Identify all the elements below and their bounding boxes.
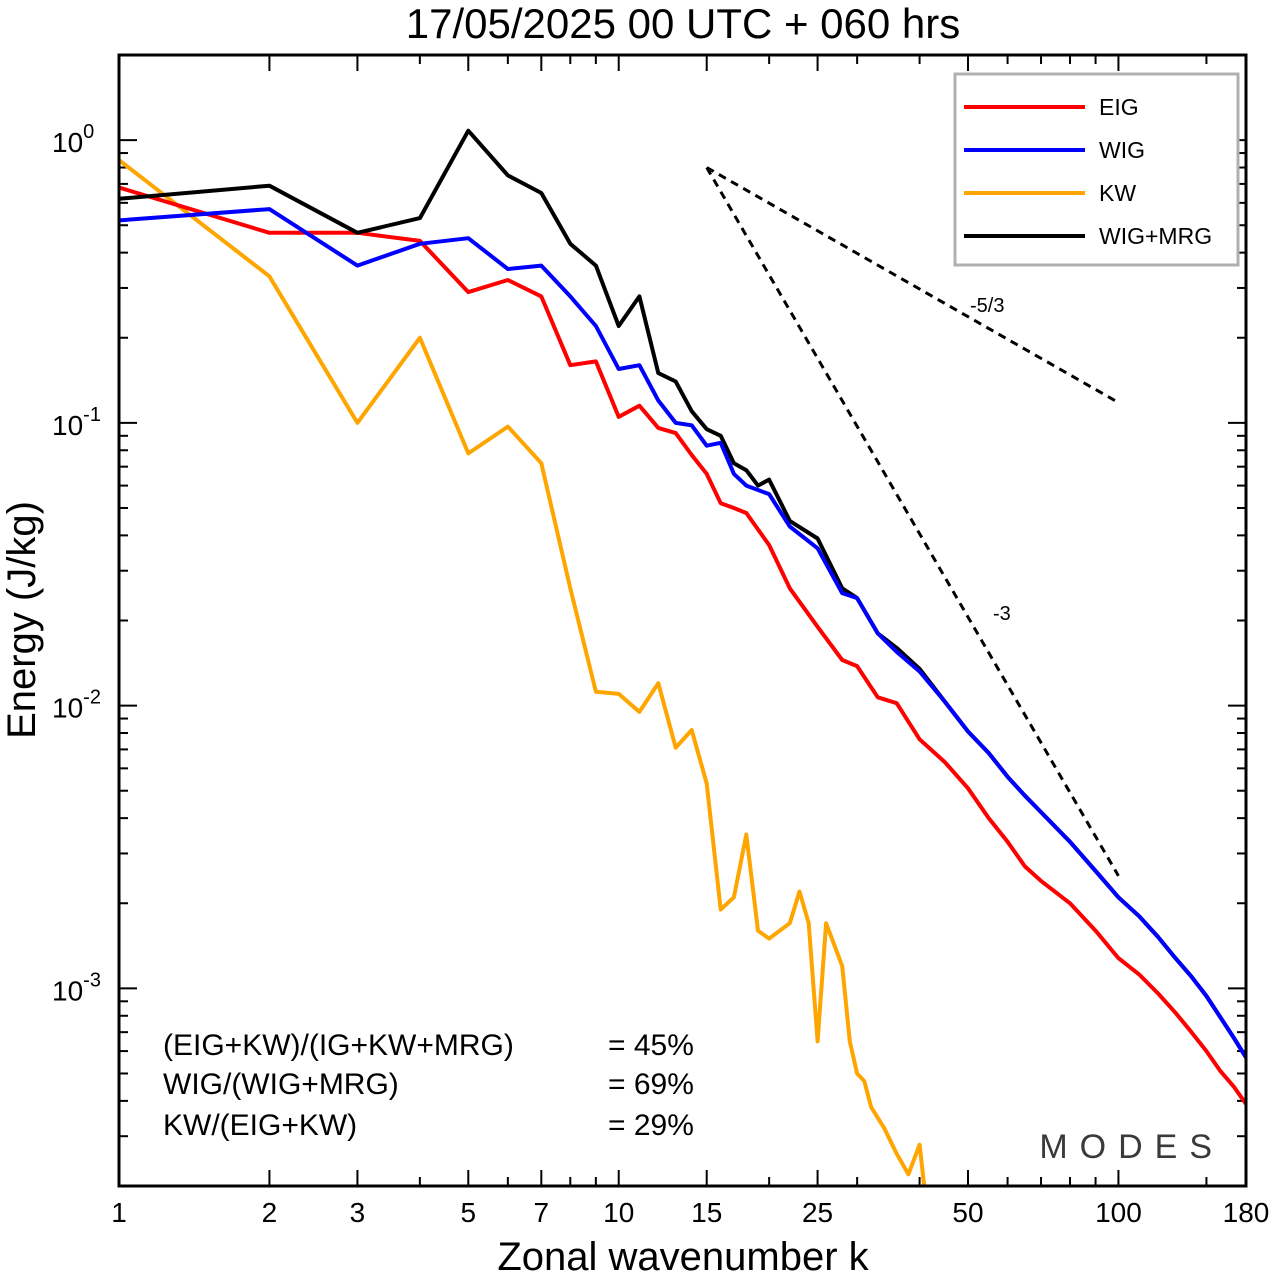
reference-slopes: -5/3 -3 [705,166,1120,877]
x-tick-label: 15 [691,1197,722,1228]
x-tick-label: 50 [952,1197,983,1228]
y-tick-label: 10-2 [52,687,101,724]
ratio-label-2: WIG/(WIG+MRG) [163,1068,399,1101]
x-axis-label: Zonal wavenumber k [497,1235,869,1279]
ratio-value-1: = 45% [608,1029,694,1062]
ratio-value-2: = 69% [608,1068,694,1101]
y-axis-label: Energy (J/kg) [0,501,44,739]
legend-label: KW [1099,180,1136,206]
legend-label: WIG [1099,137,1145,163]
legend: EIG WIG KW WIG+MRG [953,72,1240,267]
x-tick-label: 10 [603,1197,634,1228]
ratio-label-3: KW/(EIG+KW) [163,1109,357,1142]
chart-title: 17/05/2025 00 UTC + 060 hrs [406,0,961,47]
x-tick-label: 7 [534,1197,550,1228]
reference-slope-label: -5/3 [970,295,1004,317]
modes-logo: MODES [1039,1128,1224,1166]
x-tick-label: 5 [460,1197,476,1228]
series-line-wig [119,207,1246,1059]
x-tick-label: 1 [111,1197,127,1228]
ratio-value-3: = 29% [608,1109,694,1142]
series-line-kw [119,158,927,1186]
x-tick-label: 3 [350,1197,366,1228]
y-tick-label: 10-1 [52,404,101,441]
x-tick-labels: 1 2 3 5 7 10 15 25 50 100 180 [111,1197,1269,1228]
series-line-eig [119,185,1246,1106]
legend-label: EIG [1099,94,1139,120]
x-tick-label: 180 [1223,1197,1270,1228]
y-tick-label: 10-3 [52,969,101,1006]
ratio-label-1: (EIG+KW)/(IG+KW+MRG) [163,1029,514,1062]
y-tick-labels: 100 10-1 10-2 10-3 [52,121,101,1006]
x-tick-label: 100 [1095,1197,1142,1228]
legend-label: WIG+MRG [1099,223,1212,249]
reference-slope-line [705,166,1120,404]
plot-frame [117,53,1248,1188]
series-line-wig-mrg [119,128,1246,1059]
y-tick-label: 100 [52,121,94,158]
series-lines [119,128,1246,1186]
x-tick-label: 2 [262,1197,278,1228]
reference-slope-line [705,166,1120,877]
ratio-annotations: (EIG+KW)/(IG+KW+MRG) = 45% WIG/(WIG+MRG)… [163,1029,694,1142]
x-tick-label: 25 [802,1197,833,1228]
reference-slope-label: -3 [993,603,1011,625]
